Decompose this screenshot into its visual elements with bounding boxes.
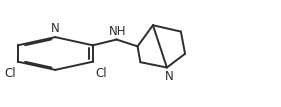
Text: Cl: Cl bbox=[95, 68, 107, 80]
Text: NH: NH bbox=[109, 25, 127, 38]
Text: Cl: Cl bbox=[4, 68, 15, 80]
Text: N: N bbox=[51, 22, 60, 35]
Text: N: N bbox=[165, 70, 173, 83]
